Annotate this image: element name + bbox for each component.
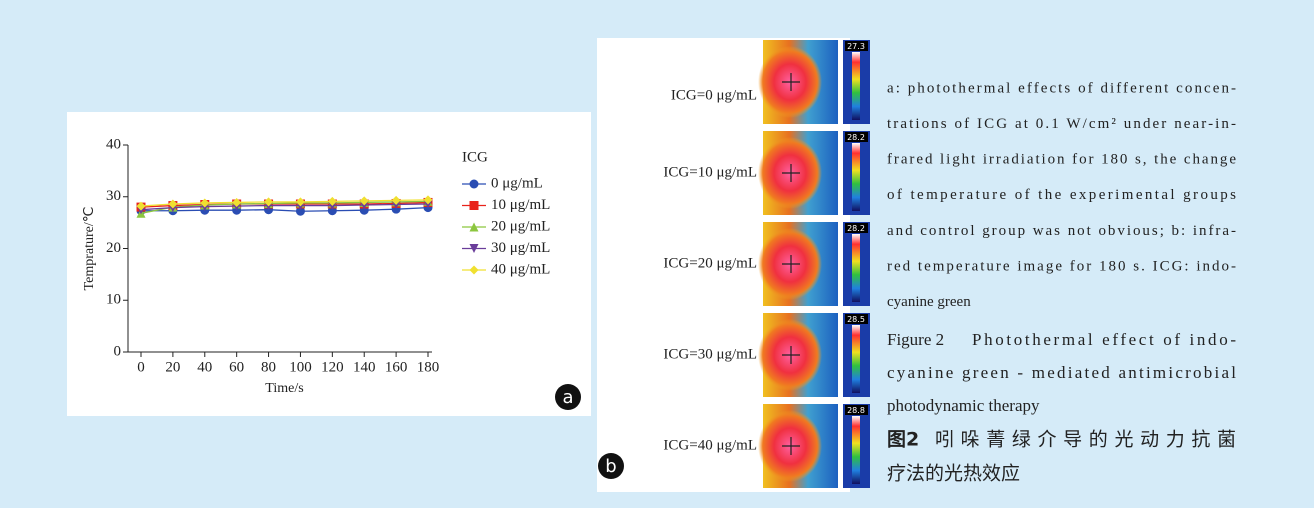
scale-max: 27.3 bbox=[847, 42, 865, 51]
legend-label: 10 μg/mL bbox=[491, 197, 550, 213]
row-label: ICG=0 μg/mL bbox=[671, 87, 757, 103]
x-tick-label: 40 bbox=[197, 359, 212, 375]
legend-label: 40 μg/mL bbox=[491, 261, 550, 277]
x-tick-label: 0 bbox=[137, 359, 145, 375]
y-tick-label: 10 bbox=[106, 292, 121, 308]
note-line: cyanine green bbox=[887, 294, 971, 310]
legend-label: 0 μg/mL bbox=[491, 175, 543, 191]
note-line: frared light irradiation for 180 s, the … bbox=[887, 152, 1236, 168]
x-tick-label: 120 bbox=[321, 359, 344, 375]
row-label: ICG=30 μg/mL bbox=[663, 346, 757, 362]
figure-title-en: photodynamic therapy bbox=[887, 396, 1040, 415]
y-tick-label: 40 bbox=[106, 136, 121, 152]
figure-label: Figure 2 bbox=[887, 330, 944, 349]
row-label: ICG=20 μg/mL bbox=[663, 255, 757, 271]
scale-gradient bbox=[852, 325, 860, 393]
row-label: ICG=40 μg/mL bbox=[663, 437, 757, 453]
legend-label: 30 μg/mL bbox=[491, 240, 550, 256]
panel-label: a bbox=[562, 387, 573, 408]
x-tick-label: 60 bbox=[229, 359, 244, 375]
figure: 0 10 20 30 40 0 20 40 60 80 100 120 140 160 180 Time/s T… bbox=[0, 0, 1314, 508]
x-tick-label: 180 bbox=[417, 359, 440, 375]
marker bbox=[470, 180, 479, 189]
legend-title: ICG bbox=[462, 149, 488, 165]
y-tick-label: 20 bbox=[106, 240, 121, 256]
legend-label: 20 μg/mL bbox=[491, 218, 550, 234]
x-tick-label: 80 bbox=[261, 359, 276, 375]
row-label: ICG=10 μg/mL bbox=[663, 164, 757, 180]
scale-max: 28.8 bbox=[847, 406, 865, 415]
figure-label-cn: 图2 bbox=[887, 429, 919, 451]
scale-max: 28.2 bbox=[847, 224, 865, 233]
scale-gradient bbox=[852, 143, 860, 211]
x-tick-label: 20 bbox=[165, 359, 180, 375]
x-tick-label: 100 bbox=[289, 359, 312, 375]
scale-max: 28.2 bbox=[847, 133, 865, 142]
note-line: red temperature image for 180 s. ICG: in… bbox=[887, 258, 1236, 274]
y-tick-label: 0 bbox=[114, 343, 122, 359]
scale-gradient bbox=[852, 234, 860, 302]
scale-gradient bbox=[852, 52, 860, 120]
y-axis-label: Temprature/℃ bbox=[82, 207, 97, 291]
x-tick-label: 160 bbox=[385, 359, 408, 375]
figure-title-cn: 疗法的光热效应 bbox=[887, 463, 1020, 485]
note-line: and control group was not obvious; b: in… bbox=[887, 223, 1236, 239]
panel-label: b bbox=[605, 456, 616, 477]
x-tick-label: 140 bbox=[353, 359, 376, 375]
scale-gradient bbox=[852, 416, 860, 484]
y-tick-label: 30 bbox=[106, 188, 121, 204]
x-axis-label: Time/s bbox=[265, 381, 303, 396]
marker bbox=[470, 201, 479, 210]
scale-max: 28.5 bbox=[847, 315, 865, 324]
